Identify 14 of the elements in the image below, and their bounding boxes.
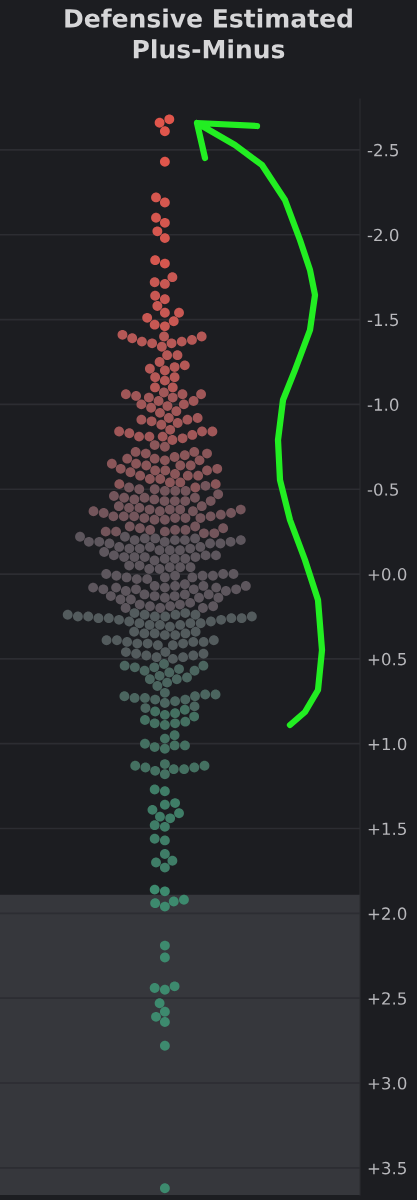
y-tick-label: -0.5: [367, 483, 399, 496]
y-tick-label: -1.0: [367, 398, 399, 411]
y-tick-label: +1.5: [368, 822, 406, 836]
y-tick-label: -1.5: [367, 313, 399, 327]
y-tick-label: +2.0: [368, 907, 407, 920]
chart-title: Defensive Estimated Plus-Minus: [65, 8, 352, 59]
y-tick-label: -2.0: [367, 228, 399, 242]
y-tick-label: +1.0: [368, 737, 407, 751]
y-tick-label: +3.5: [368, 1161, 406, 1175]
y-tick-label: +0.0: [368, 568, 407, 581]
y-tick-label: +2.5: [368, 992, 406, 1005]
y-tick-label: +3.0: [368, 1076, 407, 1090]
y-tick-label: +0.5: [368, 652, 406, 666]
y-tick-label: -2.5: [367, 143, 399, 157]
